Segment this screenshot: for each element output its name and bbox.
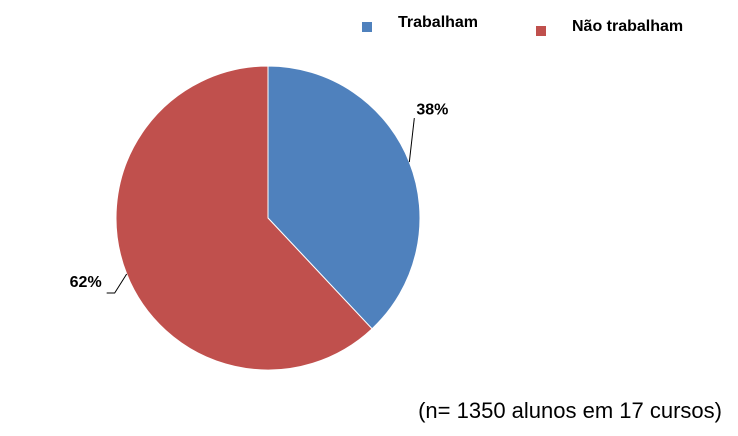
legend-swatch [362, 22, 372, 32]
data-label: 62% [70, 274, 102, 291]
legend-swatch [536, 26, 546, 36]
pie-slice [267, 65, 421, 330]
legend-label: Não trabalham [572, 18, 683, 35]
annotation: (n= 1350 alunos em 17 cursos) [418, 398, 722, 423]
leader-line [408, 117, 415, 163]
data-label: 38% [416, 101, 448, 118]
leader-line [106, 273, 128, 294]
legend-label: Trabalham [398, 14, 478, 31]
